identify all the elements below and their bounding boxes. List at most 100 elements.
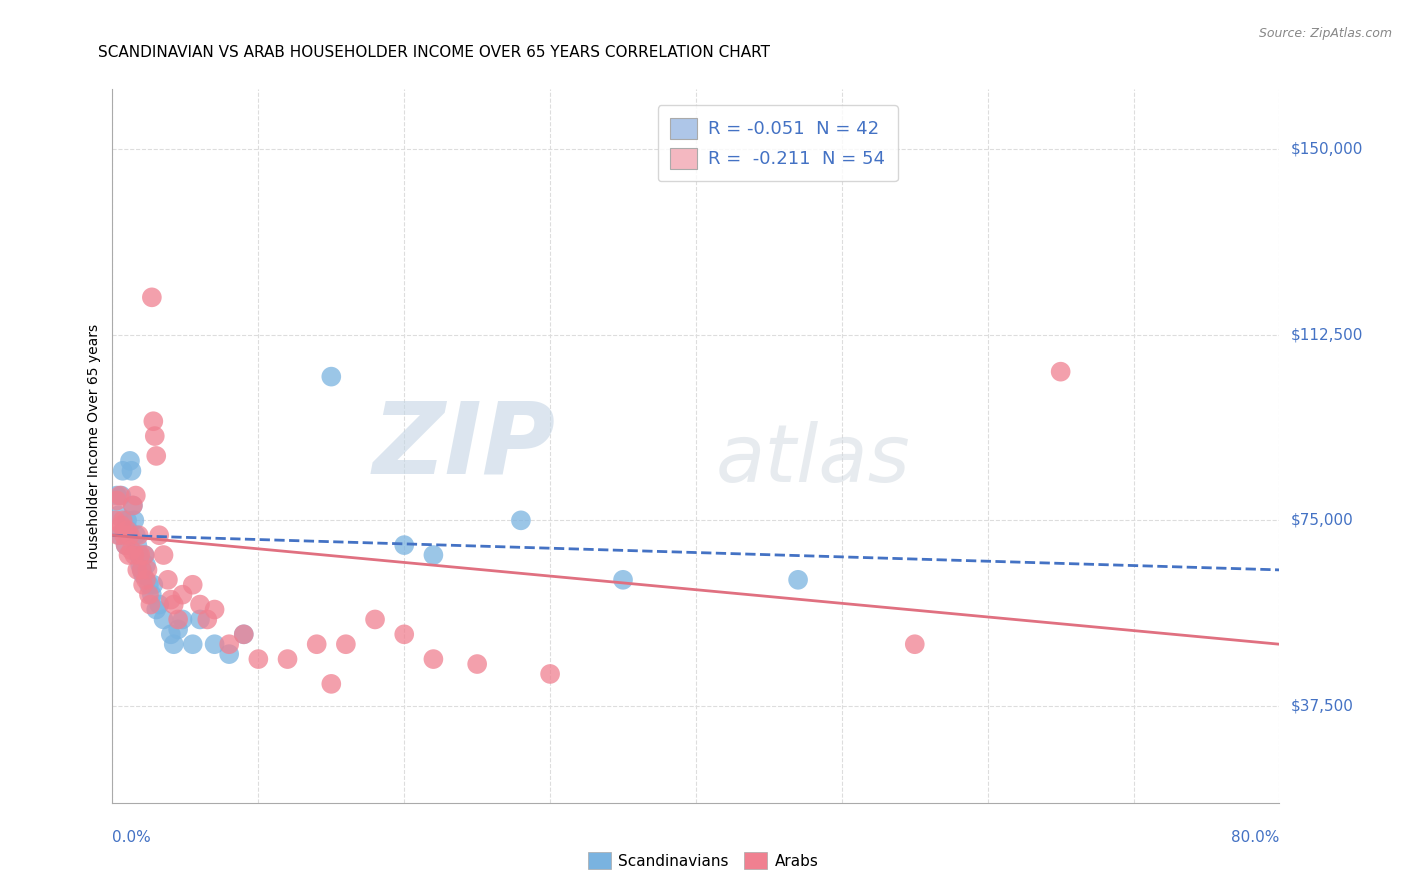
Point (612, 573, 634, 587)
Point (276, 652, 298, 666)
Point (118, 528, 141, 542)
Point (104, 513, 127, 527)
Point (321, 369, 343, 384)
Point (107, 528, 129, 542)
Text: ZIP: ZIP (373, 398, 555, 494)
Point (129, 548, 152, 562)
Point (120, 464, 142, 478)
Point (167, 612, 190, 626)
Text: 80.0%: 80.0% (1232, 830, 1279, 845)
Point (127, 538, 149, 552)
Point (1049, 365, 1071, 379)
Point (125, 489, 148, 503)
Point (117, 548, 139, 562)
Point (108, 489, 131, 503)
Point (218, 647, 240, 661)
Point (141, 290, 163, 304)
Point (131, 563, 153, 577)
Point (204, 637, 226, 651)
Point (232, 627, 254, 641)
Point (129, 558, 152, 572)
Point (143, 429, 166, 443)
Point (131, 563, 153, 577)
Point (152, 612, 174, 626)
Point (112, 523, 135, 537)
Point (218, 637, 240, 651)
Point (111, 464, 134, 478)
Point (148, 528, 170, 542)
Point (138, 578, 160, 592)
Point (124, 513, 146, 527)
Point (321, 677, 343, 691)
Point (128, 528, 150, 542)
Point (117, 523, 139, 537)
Point (156, 573, 179, 587)
Point (136, 563, 159, 577)
Point (538, 667, 561, 681)
Point (122, 499, 145, 513)
Text: 0.0%: 0.0% (112, 830, 152, 845)
Point (305, 637, 328, 651)
Point (509, 513, 531, 527)
Point (364, 612, 387, 626)
Point (120, 543, 142, 558)
Text: $37,500: $37,500 (1291, 698, 1354, 714)
Point (163, 598, 186, 612)
Point (139, 598, 162, 612)
Point (145, 602, 167, 616)
Point (122, 499, 145, 513)
Point (134, 548, 156, 562)
Point (135, 558, 157, 572)
Point (152, 548, 174, 562)
Point (108, 528, 131, 542)
Point (105, 489, 128, 503)
Point (115, 523, 138, 537)
Point (118, 454, 141, 468)
Point (335, 637, 357, 651)
Point (163, 637, 186, 651)
Point (135, 573, 157, 587)
Point (132, 578, 155, 592)
Y-axis label: Householder Income Over 65 years: Householder Income Over 65 years (87, 324, 101, 568)
Point (167, 623, 190, 637)
Point (172, 612, 194, 626)
Text: $150,000: $150,000 (1291, 141, 1362, 156)
Point (142, 578, 165, 592)
Point (160, 627, 183, 641)
Point (105, 493, 128, 508)
Point (127, 563, 149, 577)
Point (134, 548, 156, 562)
Text: $112,500: $112,500 (1291, 327, 1362, 342)
Point (188, 598, 211, 612)
Text: SCANDINAVIAN VS ARAB HOUSEHOLDER INCOME OVER 65 YEARS CORRELATION CHART: SCANDINAVIAN VS ARAB HOUSEHOLDER INCOME … (98, 45, 770, 60)
Point (145, 449, 167, 463)
Point (422, 548, 444, 562)
Point (142, 414, 165, 428)
Legend: R = -0.051  N = 42, R =  -0.211  N = 54: R = -0.051 N = 42, R = -0.211 N = 54 (658, 105, 898, 181)
Point (392, 538, 416, 552)
Point (114, 538, 136, 552)
Point (422, 652, 444, 666)
Point (115, 513, 138, 527)
Point (110, 489, 132, 503)
Point (232, 627, 254, 641)
Point (148, 598, 170, 612)
Point (112, 528, 135, 542)
Point (172, 588, 194, 602)
Point (787, 573, 810, 587)
Point (132, 567, 155, 582)
Point (247, 652, 270, 666)
Text: Source: ZipAtlas.com: Source: ZipAtlas.com (1258, 27, 1392, 40)
Legend: Scandinavians, Arabs: Scandinavians, Arabs (582, 846, 824, 875)
Point (111, 513, 134, 527)
Point (188, 612, 211, 626)
Point (204, 602, 226, 616)
Point (465, 657, 488, 671)
Point (124, 548, 146, 562)
Point (195, 612, 218, 626)
Point (125, 528, 148, 542)
Point (904, 637, 927, 651)
Point (128, 548, 150, 562)
Point (181, 578, 204, 592)
Point (141, 588, 163, 602)
